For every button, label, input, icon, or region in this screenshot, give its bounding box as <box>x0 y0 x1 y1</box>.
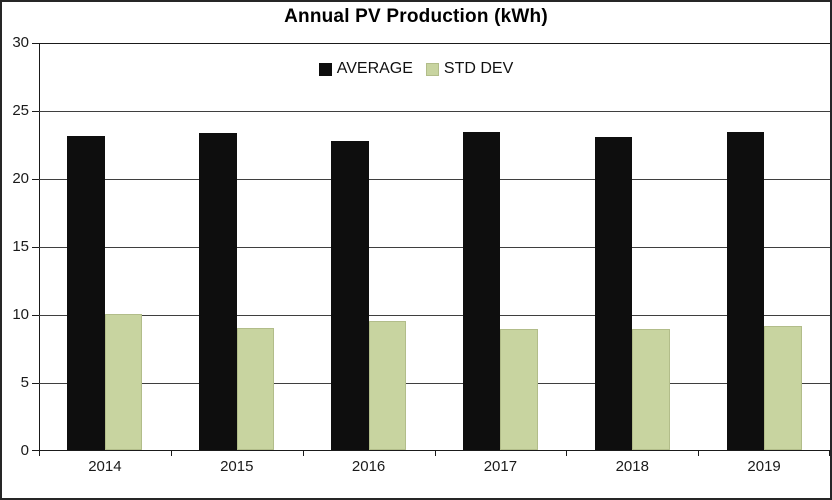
x-tick-label-2015: 2015 <box>220 458 254 475</box>
bar-average-2016 <box>331 141 369 450</box>
bar-average-2018 <box>594 137 633 450</box>
y-axis-tick-25 <box>32 111 39 112</box>
gridline-30 <box>39 43 830 44</box>
legend-item-stddev: STD DEV <box>425 60 514 78</box>
y-tick-label-10: 10 <box>12 306 29 323</box>
bar-average-2019 <box>726 131 765 450</box>
legend: AVERAGE STD DEV <box>2 60 830 78</box>
x-tick-label-2016: 2016 <box>351 458 386 475</box>
x-tick-label-2019: 2019 <box>747 458 781 475</box>
y-axis-tick-30 <box>32 43 39 44</box>
bar-std-dev-2016 <box>368 320 407 450</box>
x-axis-tick <box>39 451 40 456</box>
x-axis-line <box>39 450 830 451</box>
bar-std-dev-2014 <box>104 314 143 450</box>
bar-average-2014 <box>67 135 105 450</box>
gridline-20 <box>39 178 830 180</box>
bar-std-dev-2017 <box>500 328 538 450</box>
chart-title: Annual PV Production (kWh) <box>284 6 548 27</box>
bar-average-2015 <box>199 133 237 450</box>
x-axis-tick <box>566 451 567 456</box>
gridline-25 <box>39 110 830 112</box>
plot-area <box>32 43 830 456</box>
x-axis-tick <box>303 451 304 456</box>
y-axis-tick-15 <box>32 247 39 248</box>
y-axis-tick-20 <box>32 179 39 180</box>
y-tick-label-15: 15 <box>12 238 29 255</box>
bar-std-dev-2019 <box>764 326 802 450</box>
y-tick-label-30: 30 <box>12 34 29 51</box>
y-tick-label-5: 5 <box>20 374 29 391</box>
x-axis-tick <box>698 451 699 456</box>
x-tick-label-2018: 2018 <box>615 458 649 475</box>
x-tick-label-2014: 2014 <box>88 458 122 475</box>
y-tick-label-25: 25 <box>12 102 29 119</box>
y-axis-tick-10 <box>32 315 39 316</box>
bar-std-dev-2018 <box>632 328 670 450</box>
gridline-15 <box>39 246 830 248</box>
y-tick-label-20: 20 <box>12 170 29 187</box>
y-tick-label-0: 0 <box>20 442 29 459</box>
gridline-5 <box>39 382 830 384</box>
y-axis-tick-5 <box>32 383 39 384</box>
gridline-10 <box>39 314 830 316</box>
x-axis-tick <box>171 451 172 456</box>
bar-average-2017 <box>462 131 501 450</box>
y-axis-tick-0 <box>32 450 39 451</box>
x-axis-tick <box>435 451 436 456</box>
x-axis-tick <box>829 451 830 456</box>
legend-label-stddev: STD DEV <box>443 60 514 77</box>
average-legend-swatch-icon <box>318 62 332 76</box>
stddev-legend-swatch-icon <box>425 62 439 76</box>
bar-std-dev-2015 <box>236 327 275 450</box>
x-tick-label-2017: 2017 <box>483 458 518 475</box>
legend-label-average: AVERAGE <box>336 60 413 77</box>
legend-item-average: AVERAGE <box>318 60 413 78</box>
